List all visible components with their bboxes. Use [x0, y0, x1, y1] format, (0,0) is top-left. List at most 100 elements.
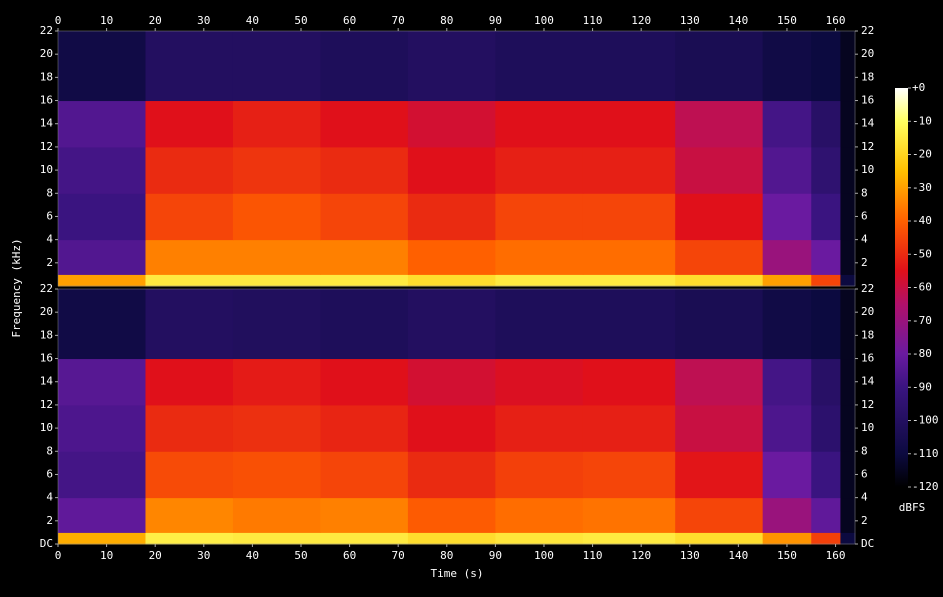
y-tick-label: 16 — [40, 94, 53, 107]
x-tick-label: 60 — [343, 14, 356, 27]
x-tick-label: 120 — [631, 549, 651, 562]
y-tick-label: 16 — [40, 352, 53, 365]
y-tick-label: 4 — [46, 233, 53, 246]
spectrogram-cell — [145, 404, 234, 452]
spectrogram-cell — [840, 31, 856, 102]
y-tick-label-right: 18 — [861, 70, 874, 83]
spectrogram-cell — [232, 274, 321, 287]
spectrogram-cell — [232, 31, 321, 102]
x-tick-label: 80 — [440, 549, 453, 562]
spectrogram-cell — [840, 451, 856, 499]
spectrogram-cell — [495, 532, 584, 545]
spectrogram-cell — [811, 497, 841, 533]
spectrogram-cell — [762, 289, 812, 360]
spectrogram-cell — [320, 497, 409, 533]
y-tick-label-right: 22 — [861, 24, 874, 37]
spectrogram-cell — [762, 193, 812, 241]
spectrogram-cell — [320, 289, 409, 360]
y-tick-label: 22 — [40, 24, 53, 37]
x-tick-label: 160 — [826, 14, 846, 27]
spectrogram-cell — [145, 497, 234, 533]
x-tick-label: 90 — [489, 14, 502, 27]
x-tick-label: 40 — [246, 549, 259, 562]
y-tick-label: 18 — [40, 70, 53, 83]
x-axis-label: Time (s) — [431, 567, 484, 580]
spectrogram-cell — [232, 239, 321, 275]
spectrogram-cell — [145, 532, 234, 545]
y-tick-label: 4 — [46, 491, 53, 504]
spectrogram-cell — [840, 358, 856, 406]
y-tick-label-right: 14 — [861, 375, 875, 388]
spectrogram-cell — [145, 146, 234, 194]
x-tick-label: 70 — [392, 14, 405, 27]
x-tick-label: 10 — [100, 14, 113, 27]
colorbar-tick-label: -110 — [912, 447, 939, 460]
x-tick-label: 110 — [583, 549, 603, 562]
spectrogram-cell — [811, 358, 841, 406]
colorbar-tick-label: -120 — [912, 480, 939, 493]
spectrogram-cell — [840, 532, 856, 545]
y-tick-label: 12 — [40, 398, 53, 411]
x-tick-label: 70 — [392, 549, 405, 562]
x-tick-label: 30 — [197, 14, 210, 27]
spectrogram-cell — [145, 31, 234, 102]
spectrogram-cell — [232, 532, 321, 545]
spectrogram-cell — [58, 289, 146, 360]
y-tick-label-right: 16 — [861, 94, 874, 107]
y-tick-label: 18 — [40, 328, 53, 341]
spectrogram-cell — [58, 239, 146, 275]
x-tick-label: 0 — [55, 14, 62, 27]
x-tick-label: 90 — [489, 549, 502, 562]
spectrogram-cell — [582, 274, 676, 287]
plot-frame — [57, 30, 856, 287]
spectrogram-cell — [675, 497, 764, 533]
spectrogram-cell — [145, 289, 234, 360]
y-tick-label-right: 10 — [861, 163, 874, 176]
spectrogram-cell — [407, 193, 496, 241]
spectrogram-cell — [232, 289, 321, 360]
x-tick-label: 40 — [246, 14, 259, 27]
spectrogram-cell — [407, 532, 496, 545]
x-tick-label: 130 — [680, 549, 700, 562]
spectrogram-cell — [145, 274, 234, 287]
spectrogram-cell — [320, 532, 409, 545]
y-tick-label-right: 16 — [861, 352, 874, 365]
spectrogram-cell — [495, 31, 584, 102]
x-tick-label: 100 — [534, 14, 554, 27]
spectrogram-cell — [840, 289, 856, 360]
spectrogram-cell — [58, 532, 146, 545]
colorbar-tick-label: -70 — [912, 314, 932, 327]
x-tick-label: 50 — [294, 14, 307, 27]
y-tick-label-right: 2 — [861, 256, 868, 269]
spectrogram-cell — [58, 358, 146, 406]
colorbar-tick-label: +0 — [912, 81, 925, 94]
y-tick-label-right: 8 — [861, 444, 868, 457]
spectrogram-cell — [407, 146, 496, 194]
spectrogram-cell — [320, 358, 409, 406]
spectrogram-cell — [675, 532, 764, 545]
spectrogram-cell — [320, 404, 409, 452]
spectrogram-cell — [811, 532, 841, 545]
x-tick-label: 110 — [583, 14, 603, 27]
y-tick-label-right: 20 — [861, 47, 874, 60]
spectrogram-cell — [58, 146, 146, 194]
spectrogram-cell — [58, 274, 146, 287]
y-tick-label: 10 — [40, 163, 53, 176]
x-tick-label: 140 — [728, 14, 748, 27]
spectrogram-cell — [762, 100, 812, 148]
spectrogram-cell — [811, 100, 841, 148]
spectrogram-cell — [811, 31, 841, 102]
spectrogram-cell — [582, 497, 676, 533]
spectrogram-cell — [840, 497, 856, 533]
spectrogram-cell — [232, 193, 321, 241]
y-tick-label-right: 20 — [861, 305, 874, 318]
spectrogram-cell — [762, 358, 812, 406]
y-tick-label: 14 — [40, 375, 54, 388]
spectrogram-cell — [811, 193, 841, 241]
x-tick-label: 80 — [440, 14, 453, 27]
spectrogram-cell — [320, 146, 409, 194]
spectrogram-cell — [675, 274, 764, 287]
spectrogram-cell — [582, 404, 676, 452]
spectrogram-cell — [495, 239, 584, 275]
